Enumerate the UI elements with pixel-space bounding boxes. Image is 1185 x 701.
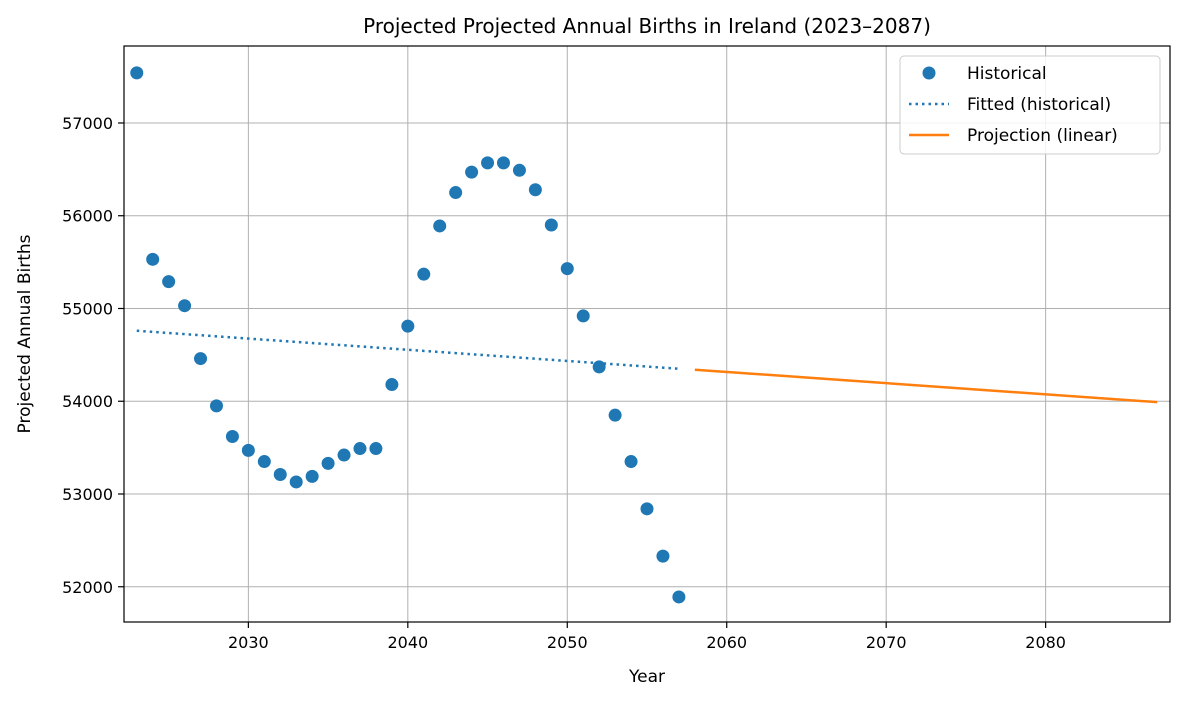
historical-point bbox=[289, 475, 303, 489]
chart-title: Projected Projected Annual Births in Ire… bbox=[363, 14, 931, 38]
historical-point bbox=[241, 443, 255, 457]
historical-point bbox=[273, 468, 287, 482]
historical-point bbox=[528, 183, 542, 197]
historical-point bbox=[305, 469, 319, 483]
historical-point bbox=[544, 218, 558, 232]
historical-point bbox=[146, 252, 160, 266]
x-tick-label: 2070 bbox=[866, 633, 907, 652]
historical-point bbox=[321, 456, 335, 470]
historical-point bbox=[130, 66, 144, 80]
y-axis-label: Projected Annual Births bbox=[15, 234, 35, 433]
x-tick-label: 2050 bbox=[547, 633, 588, 652]
historical-point bbox=[465, 165, 479, 179]
historical-point bbox=[162, 275, 176, 289]
x-tick-label: 2060 bbox=[706, 633, 747, 652]
historical-point bbox=[592, 360, 606, 374]
x-tick-label: 2030 bbox=[228, 633, 269, 652]
historical-point bbox=[257, 455, 271, 469]
historical-point bbox=[576, 309, 590, 323]
historical-point bbox=[672, 590, 686, 604]
legend: Historical Fitted (historical) Projectio… bbox=[899, 55, 1161, 155]
historical-point bbox=[209, 399, 223, 413]
legend-label-historical: Historical bbox=[967, 64, 1047, 84]
historical-point bbox=[385, 378, 399, 392]
grid bbox=[124, 46, 1170, 622]
historical-point bbox=[337, 448, 351, 462]
historical-point bbox=[433, 219, 447, 233]
historical-point bbox=[194, 352, 208, 366]
historical-point bbox=[353, 442, 367, 456]
plot-frame bbox=[123, 45, 1171, 623]
historical-point bbox=[640, 502, 654, 516]
historical-point bbox=[608, 408, 622, 422]
historical-point bbox=[417, 267, 431, 281]
legend-label-projection: Projection (linear) bbox=[967, 126, 1118, 146]
y-tick-label: 53000 bbox=[62, 485, 113, 504]
y-tick-label: 55000 bbox=[62, 299, 113, 318]
historical-point bbox=[401, 319, 415, 333]
y-tick-label: 52000 bbox=[62, 578, 113, 597]
historical-point bbox=[496, 156, 510, 170]
legend-box bbox=[899, 55, 1161, 155]
x-tick-label: 2080 bbox=[1025, 633, 1066, 652]
x-axis-label: Year bbox=[628, 667, 665, 687]
historical-point bbox=[449, 186, 463, 200]
historical-point bbox=[481, 156, 495, 170]
projection-line bbox=[694, 368, 1158, 404]
ticks: 2030 2040 2050 2060 2070 2080 52000 53000 54000 5… bbox=[62, 114, 1066, 652]
y-tick-label: 56000 bbox=[62, 207, 113, 226]
historical-point bbox=[178, 299, 192, 313]
x-tick-label: 2040 bbox=[387, 633, 428, 652]
historical-point bbox=[512, 163, 526, 177]
historical-point bbox=[225, 429, 239, 443]
series-layer bbox=[130, 66, 1158, 604]
y-tick-label: 57000 bbox=[62, 114, 113, 133]
historical-point bbox=[369, 442, 383, 456]
historical-point bbox=[560, 262, 574, 276]
historical-point bbox=[656, 549, 670, 563]
y-tick-label: 54000 bbox=[62, 392, 113, 411]
legend-marker-historical bbox=[922, 66, 936, 80]
historical-point bbox=[624, 455, 638, 469]
legend-label-fitted: Fitted (historical) bbox=[967, 95, 1111, 115]
